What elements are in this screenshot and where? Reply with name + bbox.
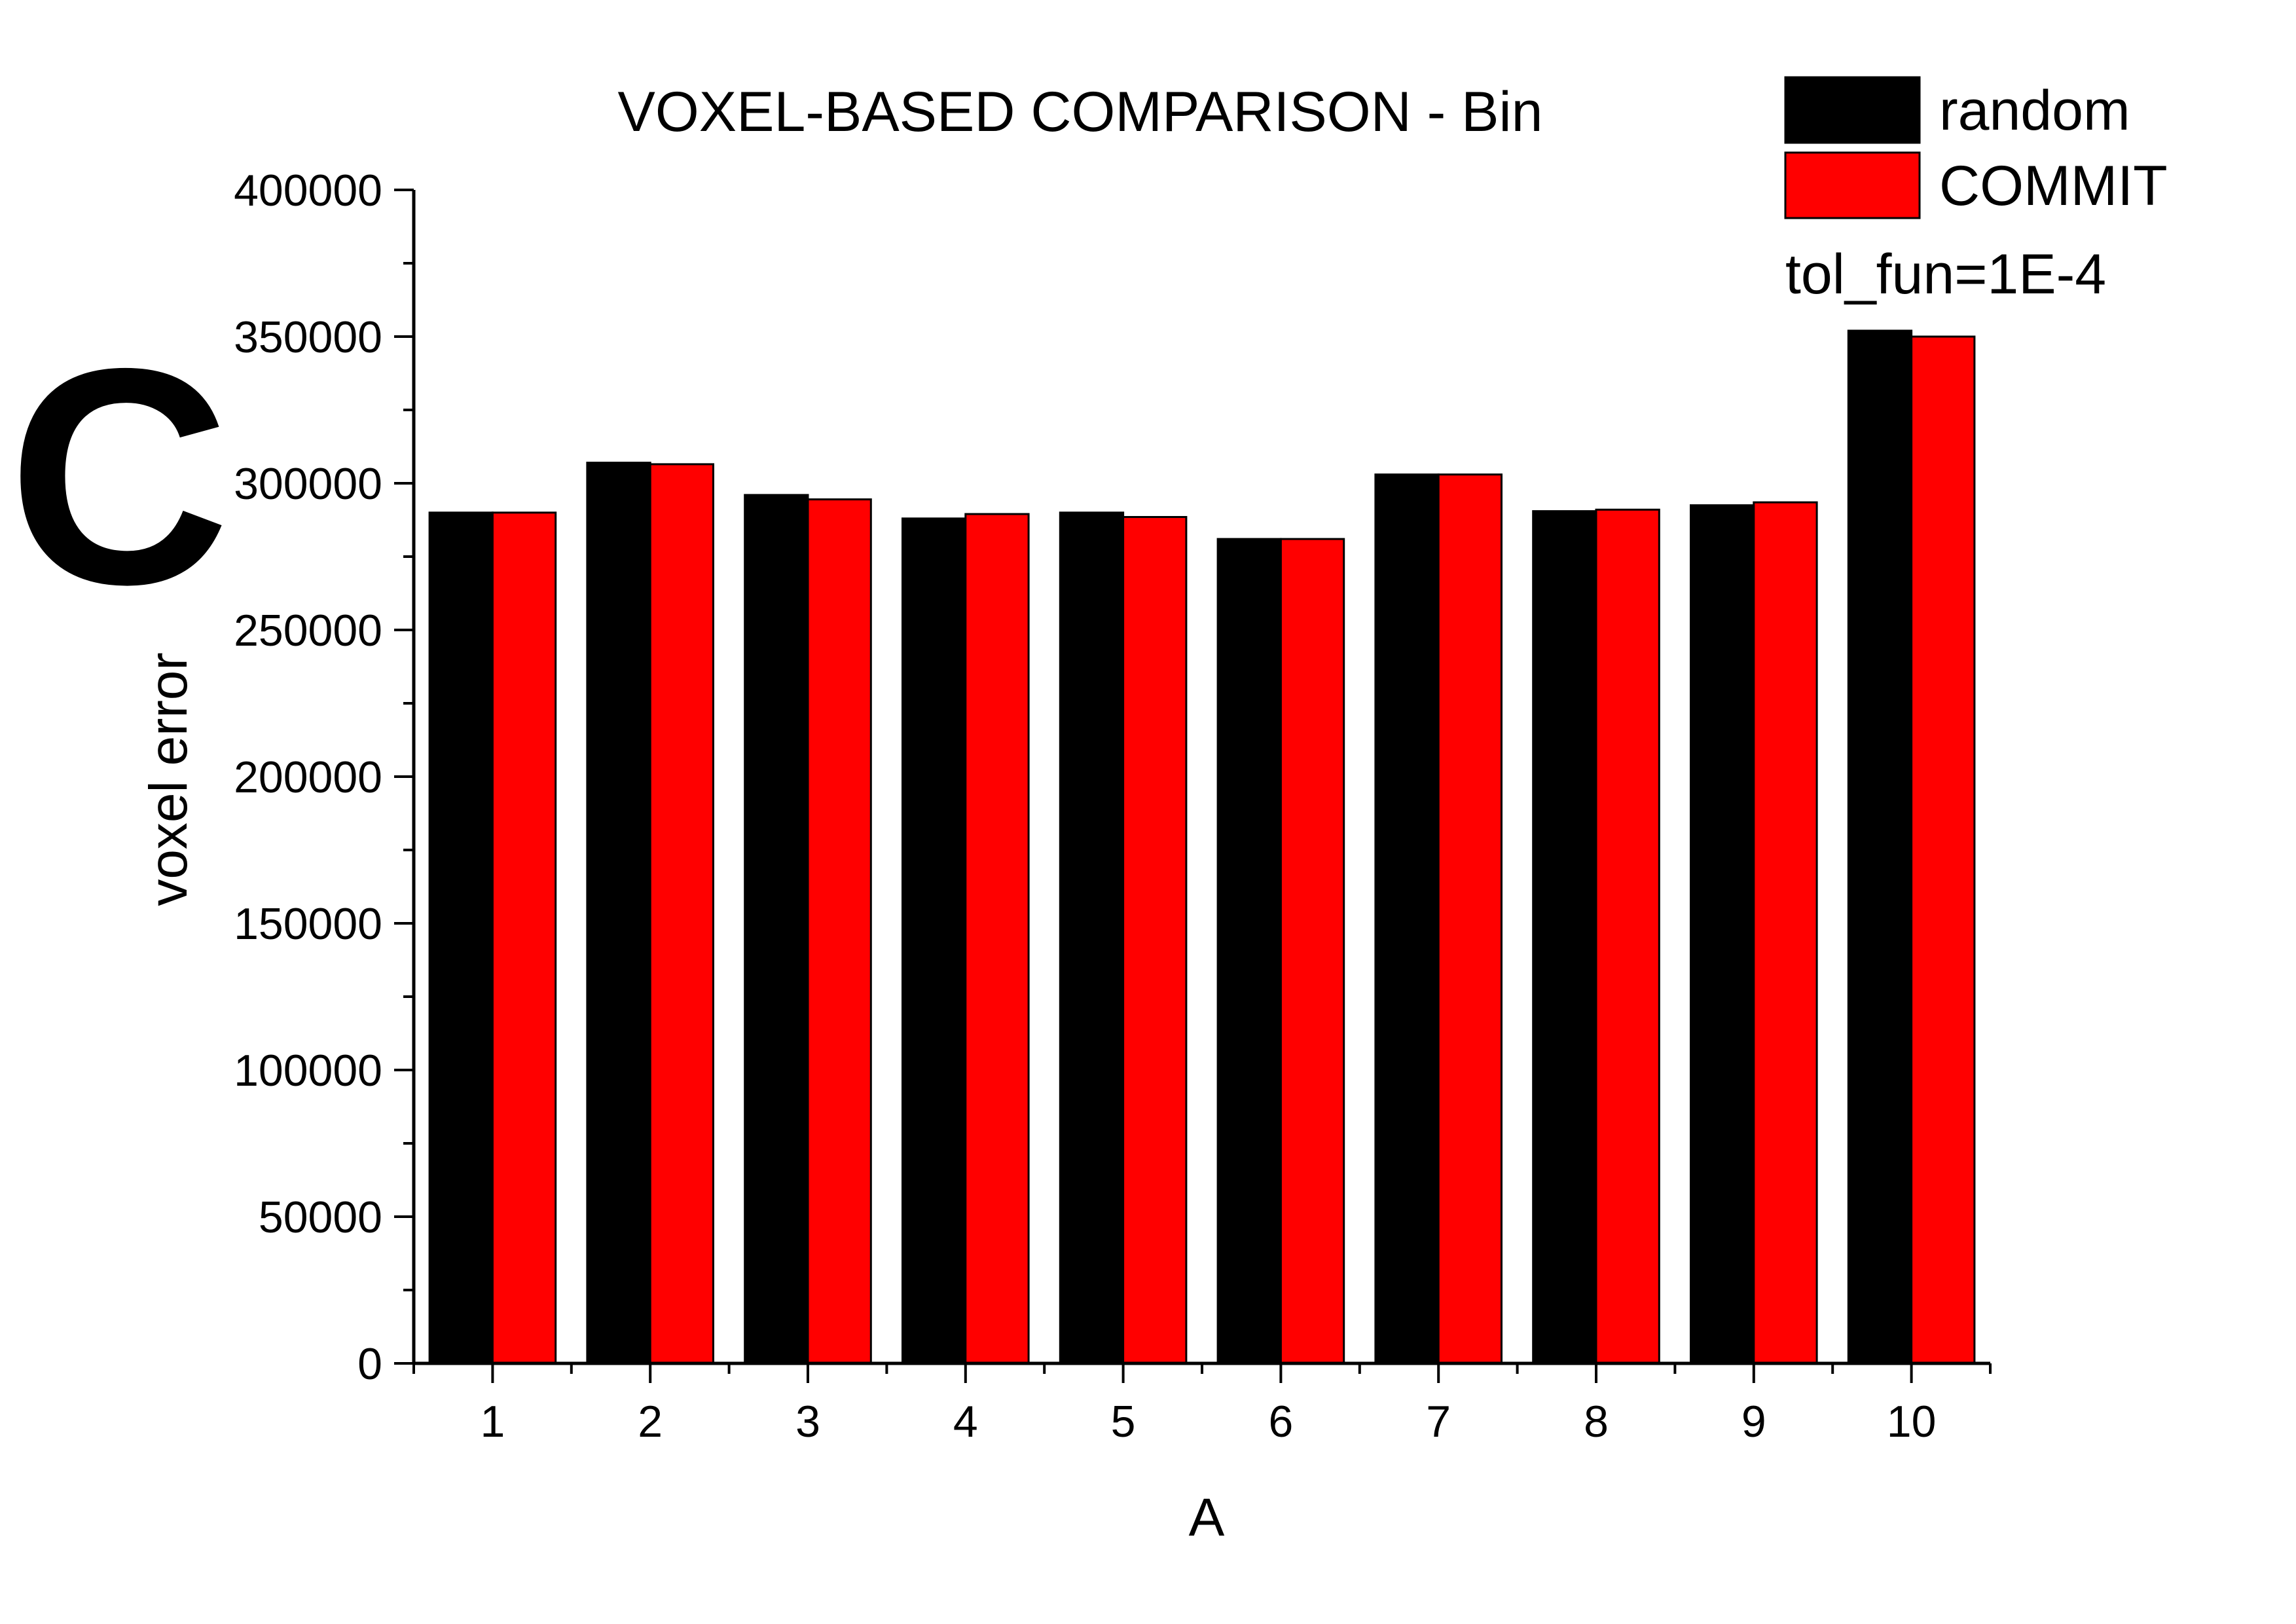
bar-commit-6 — [1279, 538, 1345, 1365]
y-tick-label: 200000 — [234, 752, 382, 802]
x-ticks-group: 1 2 3 4 5 6 7 8 9 10 — [412, 1363, 1992, 1447]
x-tick-label-4: 4 — [953, 1397, 978, 1447]
bars-group — [428, 329, 1976, 1365]
x-tick-label-2: 2 — [638, 1397, 663, 1447]
x-tick-label-7: 7 — [1426, 1397, 1451, 1447]
bar-random-5 — [1059, 511, 1125, 1365]
y-tick-label: 50000 — [259, 1192, 382, 1242]
y-ticks-group: 0 50000 100000 150000 200000 250000 300000 3500… — [234, 166, 414, 1389]
x-tick-label-3: 3 — [795, 1397, 820, 1447]
legend-label-random: random — [1939, 79, 2130, 142]
bar-commit-7 — [1437, 473, 1503, 1365]
bar-commit-8 — [1595, 508, 1660, 1365]
bar-commit-5 — [1122, 516, 1188, 1365]
legend: random COMMIT — [1784, 76, 2168, 219]
bar-random-9 — [1690, 504, 1755, 1365]
y-tick-label: 300000 — [234, 459, 382, 509]
x-tick-label-9: 9 — [1741, 1397, 1766, 1447]
bar-random-1 — [428, 511, 494, 1365]
bar-random-4 — [902, 517, 967, 1365]
bar-random-7 — [1374, 473, 1440, 1365]
y-tick-label: 250000 — [234, 606, 382, 655]
bar-random-6 — [1216, 538, 1282, 1365]
legend-swatch-commit — [1784, 151, 1921, 219]
x-tick-label-10: 10 — [1887, 1397, 1937, 1447]
y-tick-label: 350000 — [234, 312, 382, 362]
x-axis-label: A — [1189, 1488, 1225, 1547]
x-tick-label-1: 1 — [480, 1397, 505, 1447]
y-tick-label: 0 — [357, 1339, 382, 1389]
bar-commit-1 — [491, 511, 557, 1365]
bar-commit-3 — [807, 498, 872, 1365]
bar-commit-2 — [649, 463, 715, 1365]
bar-random-3 — [744, 494, 809, 1365]
x-tick-label-5: 5 — [1111, 1397, 1136, 1447]
x-tick-label-6: 6 — [1268, 1397, 1293, 1447]
bar-commit-10 — [1910, 335, 1976, 1365]
y-tick-label: 150000 — [234, 899, 382, 949]
panel-label: C — [8, 304, 230, 648]
legend-swatch-random — [1784, 76, 1921, 144]
y-tick-label: 400000 — [234, 166, 382, 215]
y-tick-label: 100000 — [234, 1046, 382, 1096]
bar-commit-9 — [1753, 501, 1818, 1365]
y-axis-label: voxel error — [139, 652, 198, 906]
x-tick-label-8: 8 — [1584, 1397, 1609, 1447]
bar-commit-4 — [964, 513, 1030, 1365]
legend-label-commit: COMMIT — [1939, 155, 2168, 217]
bar-random-10 — [1847, 329, 1913, 1365]
chart-title: VOXEL-BASED COMPARISON - Bin — [618, 81, 1543, 143]
tol-fun-annotation: tol_fun=1E-4 — [1785, 243, 2106, 306]
bar-random-2 — [586, 462, 651, 1365]
bar-random-8 — [1532, 510, 1597, 1365]
